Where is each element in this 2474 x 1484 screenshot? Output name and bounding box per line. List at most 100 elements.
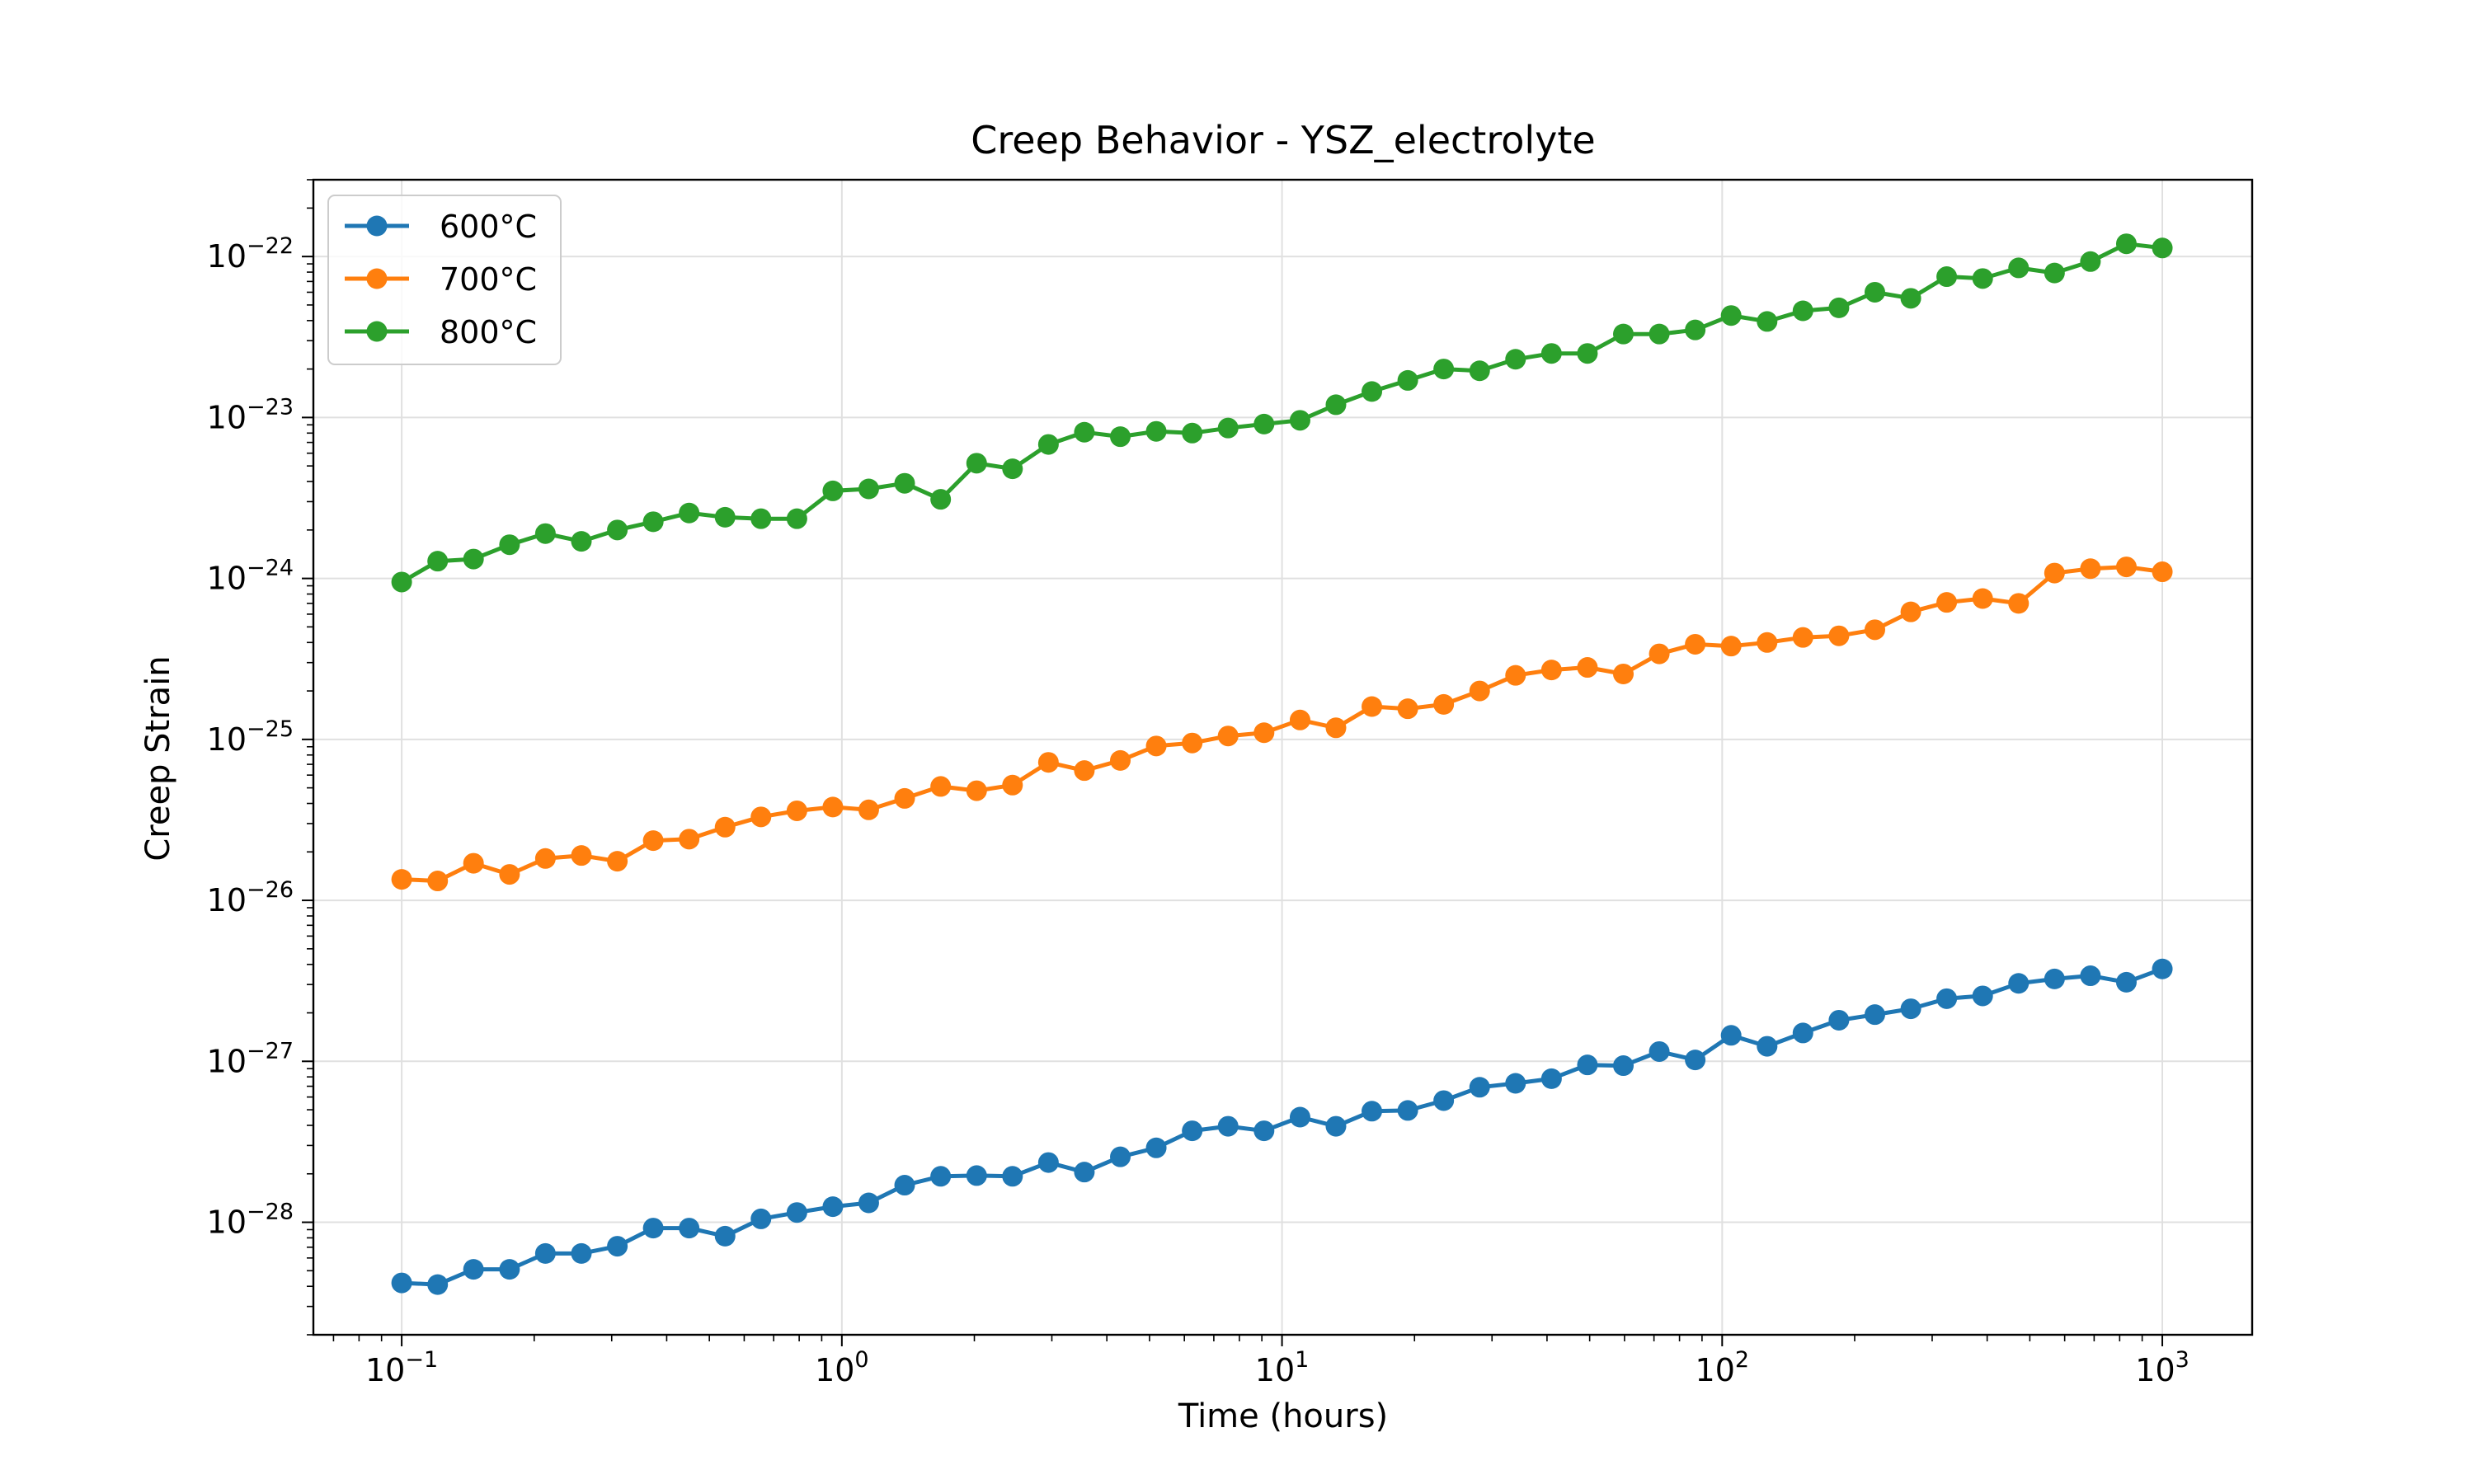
data-point (2080, 558, 2101, 580)
data-point (427, 1274, 449, 1295)
data-point (1685, 633, 1706, 655)
data-point (463, 1259, 484, 1280)
data-point (1037, 434, 1059, 455)
x-tick-label: 102 (1696, 1347, 1750, 1388)
data-point (1397, 369, 1418, 391)
data-point (1936, 266, 1958, 288)
data-point (427, 871, 449, 892)
data-point (607, 519, 628, 541)
data-point (1505, 349, 1526, 370)
y-axis-label: Creep Strain (139, 655, 177, 861)
legend-marker (366, 268, 388, 289)
data-point (1110, 426, 1131, 448)
data-point (1828, 625, 1850, 646)
y-tick-label: 10−24 (207, 556, 294, 597)
legend-label: 700°C (440, 261, 537, 298)
data-point (1864, 1004, 1885, 1026)
data-point (1577, 1054, 1598, 1076)
data-point (2008, 257, 2030, 279)
data-point (1397, 1100, 1418, 1121)
data-point (1253, 722, 1275, 744)
data-point (571, 845, 592, 866)
ticks: 10−1 100 101 102 103 10−28 10−27 10−26 10−25 10−2… (207, 179, 2189, 1388)
data-point (2044, 262, 2065, 284)
data-point (1540, 660, 1562, 681)
y-tick-label: 10−25 (207, 716, 294, 758)
data-point (1433, 1090, 1455, 1111)
x-tick-label: 100 (815, 1347, 869, 1388)
data-point (930, 489, 952, 510)
data-point (1217, 417, 1239, 439)
data-point (1540, 343, 1562, 364)
data-point (1110, 749, 1131, 771)
data-point (1253, 1120, 1275, 1142)
data-point (1145, 735, 1167, 757)
data-point (1505, 1073, 1526, 1094)
data-point (1074, 421, 1095, 443)
data-point (750, 1208, 772, 1229)
series-layer (391, 233, 2173, 1295)
data-point (1397, 698, 1418, 720)
data-point (2044, 562, 2065, 584)
data-point (1433, 693, 1455, 715)
data-point (786, 800, 807, 821)
data-point (1900, 998, 1921, 1020)
data-point (1469, 360, 1490, 382)
data-point (1757, 1036, 1778, 1057)
data-point (858, 799, 879, 820)
data-point (714, 1225, 736, 1247)
data-point (750, 806, 772, 828)
data-point (1649, 323, 1670, 345)
data-point (714, 506, 736, 528)
data-point (2044, 968, 2065, 989)
data-point (1289, 1106, 1310, 1128)
data-point (2152, 958, 2173, 979)
data-point (391, 571, 412, 593)
legend: 600°C 700°C 800°C (327, 195, 562, 365)
data-point (1325, 394, 1347, 416)
data-point (1505, 665, 1526, 686)
legend-marker (366, 321, 388, 342)
data-point (2115, 233, 2137, 255)
grid (313, 180, 2252, 1335)
data-point (391, 1272, 412, 1294)
data-point (1792, 1022, 1813, 1044)
data-point (1972, 588, 1993, 609)
data-point (607, 1236, 628, 1257)
legend-label: 800°C (440, 314, 537, 350)
chart-title: Creep Behavior - YSZ_electrolyte (971, 118, 1595, 162)
data-point (2115, 556, 2137, 578)
data-point (642, 1218, 664, 1239)
data-point (894, 787, 915, 809)
data-point (1613, 323, 1634, 345)
data-point (1577, 657, 1598, 679)
data-point (499, 1259, 520, 1280)
data-point (1540, 1068, 1562, 1089)
data-point (1828, 1009, 1850, 1031)
data-point (463, 548, 484, 570)
data-point (1433, 359, 1455, 380)
data-point (1037, 1152, 1059, 1173)
data-point (2008, 973, 2030, 994)
data-point (463, 852, 484, 874)
data-point (1145, 420, 1167, 442)
data-point (2008, 593, 2030, 614)
data-point (642, 830, 664, 852)
data-point (1002, 774, 1023, 796)
y-tick-label: 10−28 (207, 1200, 294, 1241)
data-point (1253, 413, 1275, 434)
data-point (499, 534, 520, 556)
data-point (1182, 422, 1203, 444)
data-point (1145, 1137, 1167, 1158)
data-point (966, 1165, 987, 1186)
data-point (1074, 1162, 1095, 1183)
data-point (1972, 268, 1993, 289)
data-point (427, 551, 449, 572)
data-point (1362, 1101, 1383, 1122)
data-point (894, 472, 915, 494)
data-point (2115, 971, 2137, 993)
data-point (858, 1192, 879, 1214)
data-point (1720, 636, 1742, 657)
data-point (1936, 592, 1958, 613)
